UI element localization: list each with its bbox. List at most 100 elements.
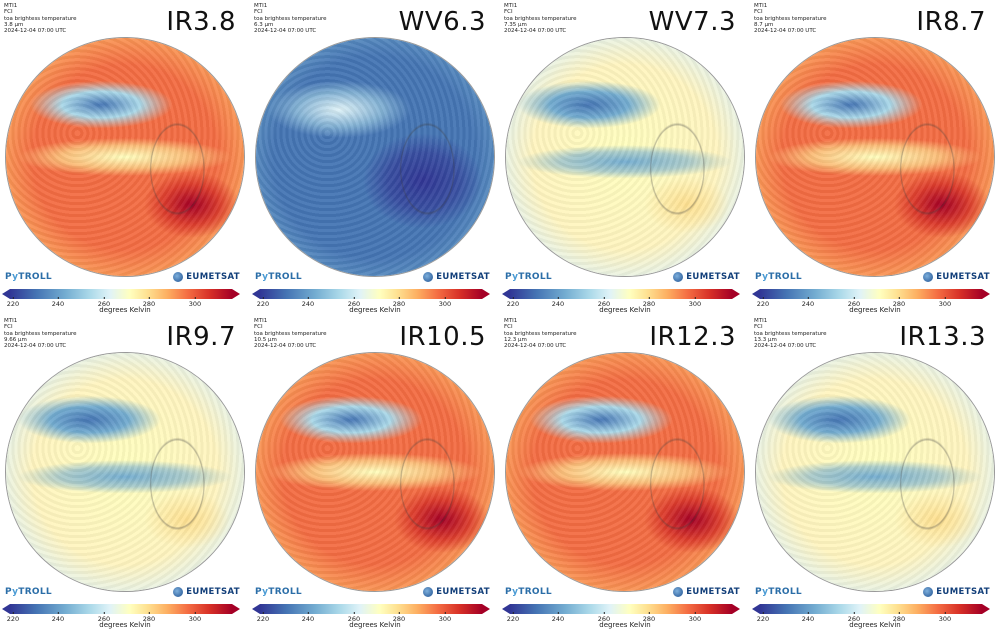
satellite-label: MTI1 xyxy=(4,3,18,9)
colorbar-label: degrees Kelvin xyxy=(99,621,151,629)
colorbar-tick-label: 240 xyxy=(301,300,315,308)
colorbar-tick-label: 260 xyxy=(97,615,111,623)
instrument-label: FCI xyxy=(254,9,263,16)
instrument-label: FCI xyxy=(4,324,13,331)
colorbar-tick: 220 xyxy=(257,297,269,308)
quantity-label: toa brightess temperature xyxy=(754,15,827,22)
channel-title: WV6.3 xyxy=(398,7,486,37)
eumetsat-logo: EUMETSAT xyxy=(673,587,740,597)
colorbar-tick: 280 xyxy=(392,297,406,308)
colorbar-extend-max xyxy=(732,604,740,614)
colorbar-tick-label: 240 xyxy=(301,615,315,623)
colorbar-tick-label: 220 xyxy=(756,300,770,308)
colorbar-tick: 280 xyxy=(893,297,905,308)
quantity-label: toa brightess temperature xyxy=(4,15,77,22)
pytroll-logo: PyTROLL xyxy=(505,272,552,282)
channel-title: IR12.3 xyxy=(649,322,736,352)
instrument-label: FCI xyxy=(754,324,763,331)
colorbar-tick-label: 300 xyxy=(688,300,702,308)
colorbar-tick-label: 300 xyxy=(938,300,952,308)
channel-panel-ir13-3: MTI1 FCI toa brightess temperature 13.3 … xyxy=(750,315,1000,629)
colorbar-tick: 260 xyxy=(97,612,111,623)
colorbar-tick: 260 xyxy=(348,612,360,623)
colorbar-label: degrees Kelvin xyxy=(349,621,401,629)
colorbar-tick: 240 xyxy=(52,297,64,308)
colorbar-extend-max xyxy=(482,289,490,299)
full-disk-image xyxy=(6,353,244,591)
quantity-label: toa brightess temperature xyxy=(504,330,577,337)
colorbar xyxy=(10,604,232,614)
colorbar-tick-label: 300 xyxy=(438,300,452,308)
colorbar-tick: 280 xyxy=(892,612,906,623)
colorbar-tick-label: 280 xyxy=(892,615,906,623)
colorbar-tick: 300 xyxy=(188,297,202,308)
colorbar-tick-label: 260 xyxy=(847,300,861,308)
satellite-label: MTI1 xyxy=(4,318,18,324)
wavelength-label: 9.66 µm xyxy=(4,336,27,343)
colorbar-extend-min xyxy=(252,289,260,299)
eumetsat-globe-icon xyxy=(173,587,184,597)
full-disk-image xyxy=(256,38,494,276)
eumetsat-logo: EUMETSAT xyxy=(673,272,740,282)
eumetsat-globe-icon xyxy=(673,587,684,597)
metadata-block: MTI1 FCI toa brightess temperature 10.5 … xyxy=(254,318,327,349)
colorbar-label: degrees Kelvin xyxy=(349,306,401,314)
channel-panel-wv6-3: MTI1 FCI toa brightess temperature 6.3 µ… xyxy=(250,0,500,314)
metadata-block: MTI1 FCI toa brightess temperature 12.3 … xyxy=(504,318,577,349)
wavelength-label: 7.35 µm xyxy=(504,21,527,28)
colorbar-tick: 240 xyxy=(801,297,815,308)
colorbar-extend-max xyxy=(982,289,990,299)
satellite-label: MTI1 xyxy=(504,318,518,324)
colorbar-tick: 220 xyxy=(507,612,519,623)
timestamp-label: 2024-12-04 07:00 UTC xyxy=(504,343,567,350)
channel-panel-wv7-3: MTI1 FCI toa brightess temperature 7.35 … xyxy=(500,0,750,314)
colorbar-tick: 280 xyxy=(142,297,156,308)
colorbar-tick-label: 300 xyxy=(688,615,702,623)
colorbar-tick-label: 280 xyxy=(142,300,156,308)
colorbar-extend-max xyxy=(732,289,740,299)
channel-panel-ir12-3: MTI1 FCI toa brightess temperature 12.3 … xyxy=(500,315,750,629)
channel-title: IR8.7 xyxy=(916,7,986,37)
colorbar-tick: 280 xyxy=(642,612,656,623)
colorbar-extend-min xyxy=(752,604,760,614)
colorbar-tick-label: 280 xyxy=(142,615,156,623)
channel-title: WV7.3 xyxy=(648,7,736,37)
colorbar-label: degrees Kelvin xyxy=(849,306,901,314)
wavelength-label: 6.3 µm xyxy=(254,21,274,28)
colorbar-tick: 240 xyxy=(52,612,64,623)
colorbar-tick: 260 xyxy=(98,297,110,308)
full-disk-image xyxy=(506,38,744,276)
colorbar-tick-label: 280 xyxy=(642,615,656,623)
colorbar-extend-min xyxy=(252,604,260,614)
colorbar-tick: 260 xyxy=(847,612,861,623)
colorbar-label: degrees Kelvin xyxy=(849,621,901,629)
colorbar-tick-label: 300 xyxy=(938,615,952,623)
colorbar-tick: 260 xyxy=(348,297,360,308)
colorbar-tick: 300 xyxy=(439,612,451,623)
wavelength-label: 13.3 µm xyxy=(754,336,777,343)
eumetsat-globe-icon xyxy=(673,272,684,282)
colorbar xyxy=(260,289,482,299)
wavelength-label: 12.3 µm xyxy=(504,336,527,343)
colorbar-extend-min xyxy=(502,289,510,299)
colorbar-extend-max xyxy=(232,289,240,299)
pytroll-logo: PyTROLL xyxy=(505,587,552,597)
metadata-block: MTI1 FCI toa brightess temperature 9.66 … xyxy=(4,318,77,349)
colorbar-tick: 220 xyxy=(757,612,769,623)
instrument-label: FCI xyxy=(754,9,763,16)
metadata-block: MTI1 FCI toa brightess temperature 6.3 µ… xyxy=(254,3,327,34)
colorbar-tick: 240 xyxy=(802,612,814,623)
pytroll-logo: PyTROLL xyxy=(255,272,302,282)
wavelength-label: 10.5 µm xyxy=(254,336,277,343)
colorbar-tick-label: 260 xyxy=(597,615,611,623)
full-disk-image xyxy=(6,38,244,276)
quantity-label: toa brightess temperature xyxy=(254,330,327,337)
colorbar-tick-label: 300 xyxy=(188,300,202,308)
colorbar-tick-label: 280 xyxy=(392,300,406,308)
colorbar-tick-label: 260 xyxy=(847,615,861,623)
eumetsat-logo: EUMETSAT xyxy=(423,587,490,597)
pytroll-logo: PyTROLL xyxy=(5,272,52,282)
colorbar-tick: 300 xyxy=(438,297,452,308)
colorbar-tick-label: 240 xyxy=(801,300,815,308)
instrument-label: FCI xyxy=(504,324,513,331)
